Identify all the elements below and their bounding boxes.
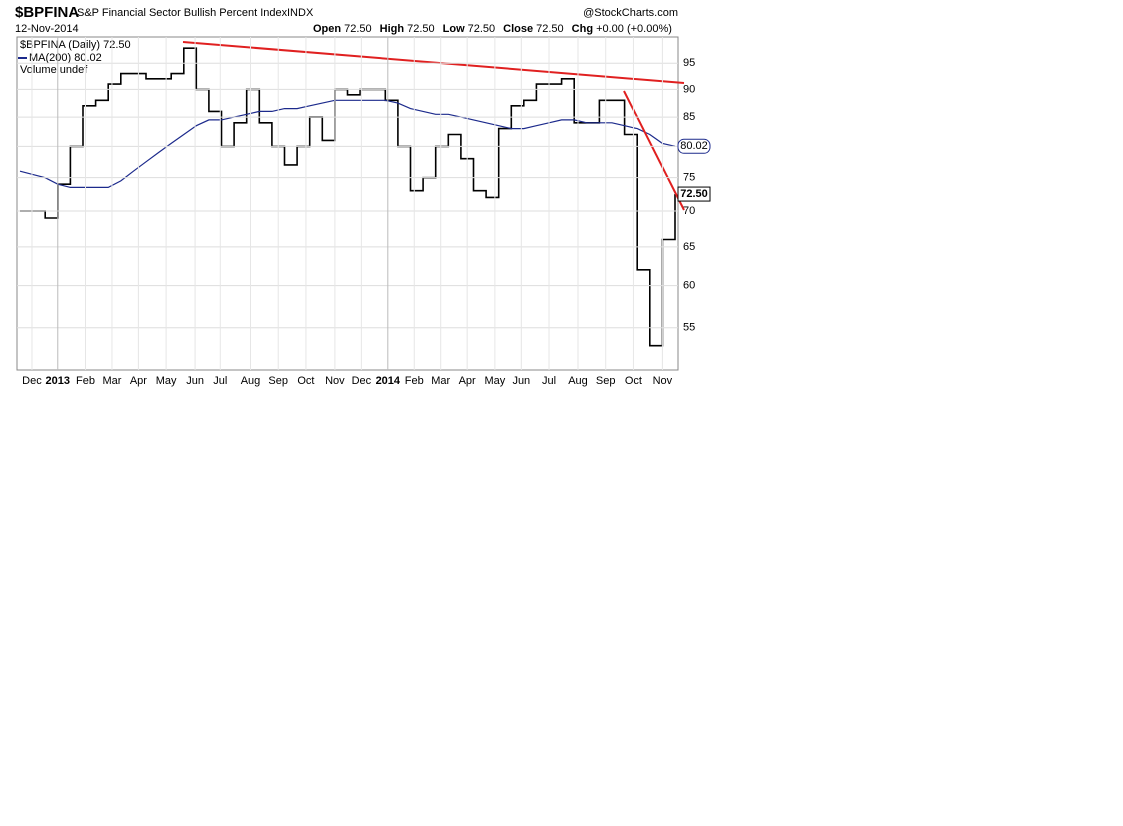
quote-value: +0.00 (+0.00%): [596, 23, 672, 35]
x-tick-label: Jul: [542, 375, 556, 387]
legend-volume: Volume undef: [20, 64, 88, 76]
x-tick-label: Jun: [186, 375, 204, 387]
plot-frame: [16, 36, 679, 371]
y-tick-label: 85: [683, 111, 695, 123]
quote-value: 72.50: [536, 23, 564, 35]
ma-line: [19, 99, 676, 188]
quote-value: 72.50: [407, 23, 435, 35]
exchange: INDX: [287, 7, 314, 19]
quote-value: 72.50: [468, 23, 496, 35]
x-tick-label: Oct: [297, 375, 314, 387]
trendline: [182, 41, 685, 84]
x-tick-label: May: [484, 375, 505, 387]
x-tick-label: Feb: [76, 375, 95, 387]
y-tick-label: 95: [683, 57, 695, 69]
x-tick-label: Jun: [512, 375, 530, 387]
x-tick-label: Aug: [241, 375, 261, 387]
price-line: [20, 47, 676, 347]
x-tick-label: Feb: [405, 375, 424, 387]
y-tick-label: 55: [683, 322, 695, 334]
x-tick-label: Mar: [431, 375, 450, 387]
x-tick-label: Dec: [22, 375, 42, 387]
price-tag-box: [677, 138, 711, 154]
trendline: [623, 90, 685, 211]
quote-label: Close: [503, 23, 533, 35]
date: 12-Nov-2014: [15, 23, 79, 35]
y-tick-label: 90: [683, 83, 695, 95]
y-tick-label: 60: [683, 280, 695, 292]
x-tick-label: Sep: [268, 375, 288, 387]
y-tick-label: 75: [683, 172, 695, 184]
price-tag-box: [677, 186, 711, 202]
y-tick-label: 65: [683, 241, 695, 253]
quote-value: 72.50: [344, 23, 372, 35]
x-tick-label: Nov: [325, 375, 345, 387]
quote-label: High: [380, 23, 405, 35]
symbol: $BPFINA: [15, 4, 79, 21]
x-tick-label: Jul: [213, 375, 227, 387]
x-tick-label: Aug: [568, 375, 588, 387]
quote-label: Open: [313, 23, 341, 35]
price-tag: 72.50: [680, 188, 708, 200]
x-tick-label: Apr: [130, 375, 147, 387]
x-tick-label: Dec: [352, 375, 372, 387]
x-tick-label: Nov: [653, 375, 673, 387]
plot: [19, 47, 676, 347]
x-tick-label: 2013: [46, 375, 70, 387]
chart-title: S&P Financial Sector Bullish Percent Ind…: [77, 7, 288, 19]
price-tag: 80.02: [680, 140, 708, 152]
x-tick-label: Sep: [596, 375, 616, 387]
legend-ma: MA(200) 80.02: [29, 52, 102, 64]
x-tick-label: 2014: [376, 375, 401, 387]
x-tick-label: Apr: [459, 375, 476, 387]
quote-label: Low: [443, 23, 465, 35]
source: @StockCharts.com: [583, 7, 678, 19]
legend-price: $BPFINA (Daily) 72.50: [20, 39, 131, 51]
x-tick-label: Mar: [102, 375, 121, 387]
quote-label: Chg: [572, 23, 593, 35]
x-tick-label: Oct: [625, 375, 642, 387]
y-tick-label: 70: [683, 205, 695, 217]
x-tick-label: May: [156, 375, 177, 387]
